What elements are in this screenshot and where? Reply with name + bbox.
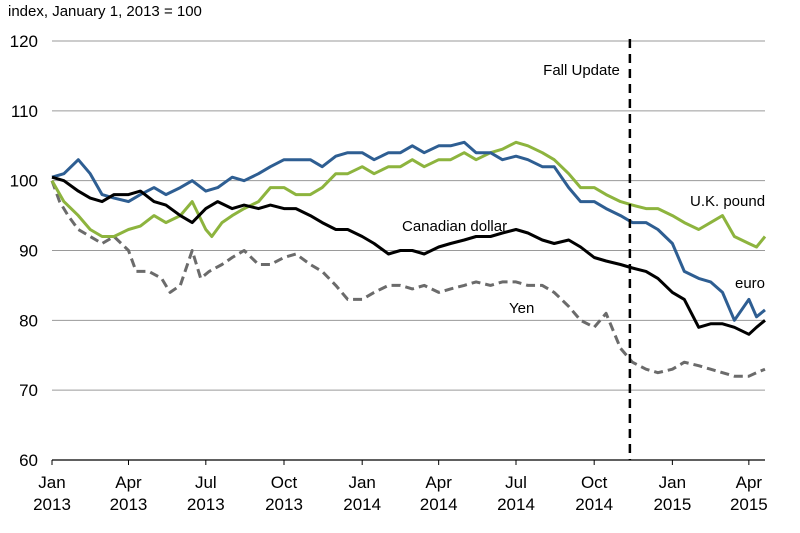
y-tick-labels: 60 70 80 90 100 110 120 — [10, 32, 38, 470]
x-tick-year: 2014 — [575, 495, 613, 514]
x-tick-month: Jan — [38, 473, 65, 492]
x-tick-year: 2014 — [343, 495, 381, 514]
series-line-u-k-pound — [50, 140, 767, 249]
y-tick-label: 80 — [19, 311, 38, 330]
x-tick-year: 2014 — [420, 495, 458, 514]
series-line-canadian-dollar — [51, 175, 766, 336]
x-tick-year: 2014 — [497, 495, 535, 514]
x-tick-month: Apr — [425, 473, 452, 492]
x-tick-month: Oct — [271, 473, 298, 492]
x-tick-year: 2013 — [33, 495, 71, 514]
x-tick-year: 2013 — [110, 495, 148, 514]
x-tick-year: 2013 — [265, 495, 303, 514]
x-tick-year: 2013 — [187, 495, 225, 514]
x-tick-year: 2015 — [653, 495, 691, 514]
series-line-yen — [50, 180, 766, 378]
gridlines — [51, 40, 765, 465]
x-tick-month: Jan — [659, 473, 686, 492]
y-tick-label: 70 — [19, 381, 38, 400]
series-label-euro: euro — [735, 275, 765, 292]
x-tick-month: Oct — [581, 473, 608, 492]
series-label-u-k-pound: U.K. pound — [690, 193, 765, 210]
x-tick-month: Apr — [736, 473, 763, 492]
annotations: Fall Update — [543, 39, 632, 460]
series-label-canadian-dollar: Canadian dollar — [402, 218, 507, 235]
series-line-euro — [51, 140, 766, 322]
x-tick-month: Jul — [505, 473, 527, 492]
fall-update-label: Fall Update — [543, 62, 620, 79]
y-tick-label: 60 — [19, 451, 38, 470]
x-tick-labels: Jan 2013 Apr 2013 Jul 2013 Oct 2013 Jan 2014 Apr 20… — [33, 473, 768, 514]
series-label-yen: Yen — [509, 300, 534, 317]
y-tick-label: 100 — [10, 172, 38, 191]
series-labels: U.K. pound euro Canadian dollar Yen — [402, 193, 765, 317]
y-axis-label: index, January 1, 2013 = 100 — [8, 3, 202, 20]
series-lines — [50, 140, 767, 378]
y-tick-label: 120 — [10, 32, 38, 51]
y-tick-label: 110 — [11, 102, 38, 121]
y-tick-label: 90 — [19, 242, 38, 261]
x-tick-year: 2015 — [730, 495, 768, 514]
x-tick-month: Jan — [348, 473, 375, 492]
x-tick-month: Apr — [115, 473, 142, 492]
x-tick-month: Jul — [195, 473, 217, 492]
